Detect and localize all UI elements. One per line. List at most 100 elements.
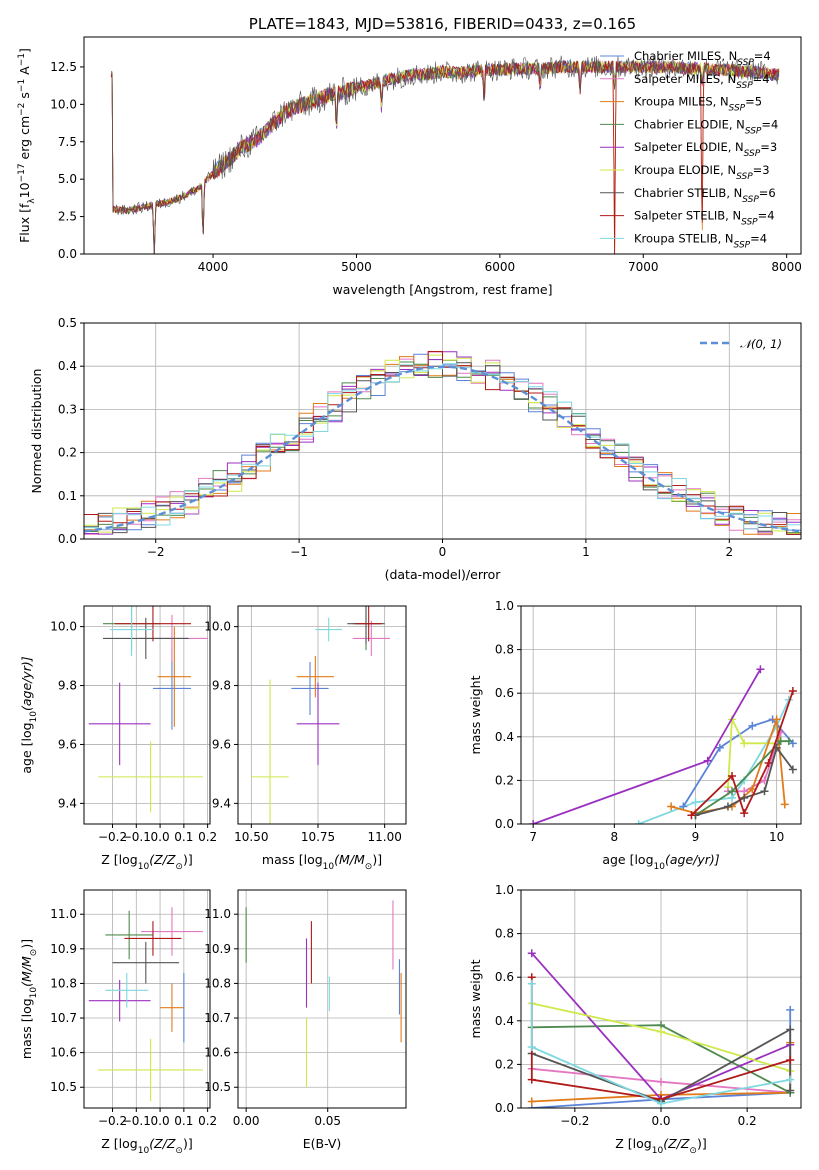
mass-weight-vs-age-xlabel: age [log10(age/yr)] xyxy=(602,852,719,872)
plus-marker xyxy=(728,772,737,781)
plus-marker xyxy=(776,737,785,746)
tick-label-y: 10.9 xyxy=(204,942,231,956)
spectrum-series-line xyxy=(110,59,780,254)
plus-marker xyxy=(788,687,797,696)
tick-label-y: 9.8 xyxy=(58,679,77,693)
errorbar-point xyxy=(124,921,182,956)
tick-label-x: 7000 xyxy=(628,260,659,274)
legend-entry: Chabrier STELIB, NSSP=6 xyxy=(634,186,776,205)
age-vs-mass-points xyxy=(251,606,390,824)
tick-label-y: 12.5 xyxy=(50,60,77,74)
tick-label-y: 0.8 xyxy=(495,927,514,941)
plus-marker xyxy=(527,1097,536,1106)
tick-label-x: 0.0 xyxy=(651,1114,670,1128)
spectrum-ylabel: Flux [fλ10−17 erg cm−2 s−1 A−1] xyxy=(17,48,37,243)
tick-label-x: 0.0 xyxy=(151,1114,170,1128)
tick-label-y: 7.5 xyxy=(58,135,77,149)
spectrum-series-line xyxy=(110,55,780,254)
mass-vs-Z-points xyxy=(88,907,203,1102)
plus-marker xyxy=(687,811,696,820)
normal-distribution-curve xyxy=(84,365,801,533)
frame-mass-weight-vs-Z xyxy=(520,889,802,1109)
plus-marker xyxy=(740,793,749,802)
tick-label-y: 9.4 xyxy=(58,796,77,810)
plus-marker xyxy=(634,820,643,824)
spectrum-series-line xyxy=(110,59,780,254)
plus-marker xyxy=(784,737,793,746)
axes-age-vs-Z: −0.2−0.1 0.0 0.1 0.2 9.4 9.6 9.8 10.0 xyxy=(50,606,217,844)
tick-label-y: 10.6 xyxy=(204,1046,231,1060)
plus-marker xyxy=(715,743,724,752)
tick-label-y: 0.2 xyxy=(58,446,77,460)
errorbar-point xyxy=(160,983,184,1032)
plus-marker xyxy=(667,802,676,811)
tick-label-x: 0.2 xyxy=(738,1114,757,1128)
tick-label-x: 8000 xyxy=(771,260,802,274)
plus-marker xyxy=(786,1025,795,1034)
spectrum-xlabel: wavelength [Angstrom, rest frame] xyxy=(332,282,552,297)
tick-label-y: 0.5 xyxy=(58,316,77,330)
errorbar-point xyxy=(88,979,151,1022)
spectrum-series-line xyxy=(110,59,780,254)
age-vs-Z-ylabel: age [log10(age/yr)] xyxy=(19,656,39,773)
tick-label-y: 10.0 xyxy=(204,620,231,634)
tick-label-x: −0.1 xyxy=(122,830,151,844)
plus-marker xyxy=(788,765,797,774)
tick-label-x: 10 xyxy=(769,830,784,844)
tick-label-y: 0.1 xyxy=(58,489,77,503)
mass-weight-vs-Z-ylabel: mass weight xyxy=(468,959,483,1038)
legend-entry: Salpeter MILES, NSSP=4 xyxy=(634,72,770,91)
plus-marker xyxy=(527,1042,536,1051)
plus-marker xyxy=(527,1075,536,1084)
mass-weight-line xyxy=(727,716,777,787)
plus-marker xyxy=(529,820,538,824)
mass-weight-line xyxy=(530,983,791,1105)
residuals-ylabel: Normed distribution xyxy=(29,369,44,494)
tick-label-x: 0 xyxy=(439,545,447,559)
spectrum-series-line xyxy=(110,59,780,254)
mass-weight-line xyxy=(690,690,794,816)
tick-label-y: 10.6 xyxy=(50,1046,77,1060)
mass-vs-ebv-xlabel: E(B-V) xyxy=(303,1136,342,1151)
axes-mass-vs-Z: −0.2−0.1 0.0 0.1 0.2 10.5 10.6 10.7 10.8 10.9 11.… xyxy=(50,890,217,1128)
frame-mass-vs-Z xyxy=(83,889,211,1109)
mass-weight-line xyxy=(638,699,790,824)
errorbar-point xyxy=(103,617,189,660)
tick-label-x: 1 xyxy=(582,545,590,559)
spectrum-title: PLATE=1843, MJD=53816, FIBERID=0433, z=0… xyxy=(249,15,636,33)
tick-label-x: 0.1 xyxy=(174,830,193,844)
tick-label-y: 0.6 xyxy=(495,686,514,700)
axes-age-vs-mass: 10.50 10.75 11.00 9.4 9.6 9.8 10.0 xyxy=(204,606,406,844)
frame-mass-vs-ebv xyxy=(237,889,407,1109)
mass-weight-vs-age-series xyxy=(529,665,797,824)
legend-entry: Chabrier ELODIE, NSSP=4 xyxy=(634,117,778,136)
plus-marker xyxy=(748,721,757,730)
legend-entry: Chabrier MILES, NSSP=4 xyxy=(634,49,771,68)
errorbar-point xyxy=(105,973,149,1008)
plus-marker xyxy=(786,1056,795,1065)
tick-label-y: 9.6 xyxy=(212,737,231,751)
plus-marker xyxy=(728,787,737,796)
grid-mass-vs-ebv xyxy=(238,890,406,1108)
plus-marker xyxy=(723,802,732,811)
frame-age-vs-Z xyxy=(83,605,211,825)
tick-label-x: 0.00 xyxy=(233,1114,260,1128)
tick-label-x: −2 xyxy=(147,545,165,559)
tick-label-y: 1.0 xyxy=(495,883,514,897)
plus-marker xyxy=(772,715,781,724)
tick-label-y: 10.0 xyxy=(50,620,77,634)
spectrum-series-line xyxy=(110,59,780,254)
tick-label-y: 0.0 xyxy=(58,532,77,546)
plus-marker xyxy=(657,1099,665,1108)
grid-mass-weight-vs-age xyxy=(521,605,801,825)
legend-entry: 𝒩(0, 1) xyxy=(740,337,782,351)
spectrum-series-line xyxy=(110,59,780,254)
plus-marker xyxy=(780,800,789,809)
axes-spectrum: 4000 5000 6000 7000 8000 0.0 2.5 5.0 7.5 10.0 12.5 xyxy=(50,55,802,274)
spectrum-legend: Chabrier MILES, NSSP=4 Salpeter MILES, NS… xyxy=(600,49,778,250)
age-vs-mass-xlabel: mass [log10(M/M⊙)] xyxy=(262,852,382,872)
tick-label-x: −0.2 xyxy=(98,1114,127,1128)
tick-label-x: 2 xyxy=(725,545,733,559)
mass-weight-line xyxy=(695,745,794,817)
tick-label-x: 8 xyxy=(611,830,619,844)
